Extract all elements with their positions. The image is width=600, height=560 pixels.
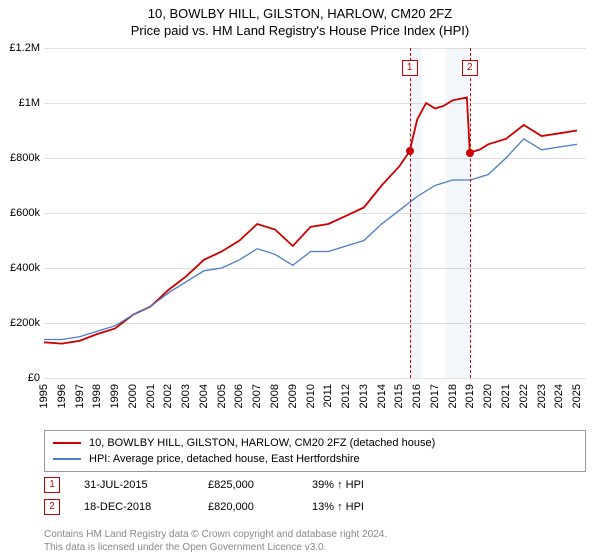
- x-tick-label: 2024: [553, 384, 565, 408]
- sale-row-1: 1 31-JUL-2015 £825,000 39% ↑ HPI: [44, 474, 586, 496]
- x-tick-label: 1996: [56, 384, 68, 408]
- footnote-line2: This data is licensed under the Open Gov…: [44, 541, 387, 554]
- y-tick-label: £1M: [19, 97, 40, 109]
- legend-label-property: 10, BOWLBY HILL, GILSTON, HARLOW, CM20 2…: [89, 435, 435, 451]
- y-tick-label: £800k: [10, 152, 40, 164]
- y-tick-label: £400k: [10, 262, 40, 274]
- footnote-line1: Contains HM Land Registry data © Crown c…: [44, 528, 387, 541]
- chart-title-line2: Price paid vs. HM Land Registry's House …: [0, 21, 600, 38]
- x-tick-label: 2019: [464, 384, 476, 408]
- x-tick-label: 2001: [145, 384, 157, 408]
- sale-marker-badge: 2: [462, 60, 478, 76]
- x-tick-label: 2002: [162, 384, 174, 408]
- legend-row-hpi: HPI: Average price, detached house, East…: [53, 451, 577, 467]
- x-tick-label: 2006: [233, 384, 245, 408]
- x-tick-label: 2005: [216, 384, 228, 408]
- x-tick-label: 2007: [251, 384, 263, 408]
- x-tick-label: 2015: [393, 384, 405, 408]
- x-tick-label: 2003: [180, 384, 192, 408]
- sale-date-2: 18-DEC-2018: [84, 496, 184, 518]
- x-tick-label: 2016: [411, 384, 423, 408]
- legend-row-property: 10, BOWLBY HILL, GILSTON, HARLOW, CM20 2…: [53, 435, 577, 451]
- sale-badge-2: 2: [44, 499, 60, 515]
- series-hpi: [44, 139, 577, 340]
- sale-marker-dot: [406, 147, 414, 155]
- y-tick-label: £600k: [10, 207, 40, 219]
- x-tick-label: 2020: [482, 384, 494, 408]
- sale-price-2: £820,000: [208, 496, 288, 518]
- y-tick-label: £1.2M: [9, 42, 40, 54]
- x-tick-label: 1997: [74, 384, 86, 408]
- sale-price-1: £825,000: [208, 474, 288, 496]
- sale-marker-badge: 1: [402, 60, 418, 76]
- legend-swatch-hpi: [53, 458, 81, 460]
- x-tick-label: 2000: [127, 384, 139, 408]
- sale-row-2: 2 18-DEC-2018 £820,000 13% ↑ HPI: [44, 496, 586, 518]
- x-tick-label: 2013: [358, 384, 370, 408]
- x-tick-label: 1995: [38, 384, 50, 408]
- y-tick-label: £200k: [10, 317, 40, 329]
- x-tick-label: 2022: [518, 384, 530, 408]
- footnote: Contains HM Land Registry data © Crown c…: [44, 528, 387, 554]
- sale-diff-2: 13% ↑ HPI: [312, 496, 364, 518]
- legend-label-hpi: HPI: Average price, detached house, East…: [89, 451, 360, 467]
- x-tick-label: 1998: [91, 384, 103, 408]
- sale-date-1: 31-JUL-2015: [84, 474, 184, 496]
- sale-marker-dot: [466, 149, 474, 157]
- line-svg: [44, 48, 586, 378]
- x-tick-label: 2004: [198, 384, 210, 408]
- x-tick-label: 2017: [429, 384, 441, 408]
- legend-box: 10, BOWLBY HILL, GILSTON, HARLOW, CM20 2…: [44, 430, 586, 472]
- x-tick-label: 2010: [305, 384, 317, 408]
- x-tick-label: 2008: [269, 384, 281, 408]
- x-tick-label: 2009: [287, 384, 299, 408]
- x-tick-label: 2011: [322, 384, 334, 408]
- x-tick-label: 2023: [536, 384, 548, 408]
- x-tick-label: 2014: [376, 384, 388, 408]
- x-tick-label: 2012: [340, 384, 352, 408]
- x-tick-label: 2021: [500, 384, 512, 408]
- chart-plot-area: £0£200k£400k£600k£800k£1M£1.2M 12 199519…: [44, 48, 586, 378]
- chart-title-line1: 10, BOWLBY HILL, GILSTON, HARLOW, CM20 2…: [0, 0, 600, 21]
- sale-diff-1: 39% ↑ HPI: [312, 474, 364, 496]
- series-property: [44, 98, 577, 344]
- sale-badge-1: 1: [44, 477, 60, 493]
- legend-swatch-property: [53, 442, 81, 444]
- x-tick-label: 1999: [109, 384, 121, 408]
- y-tick-label: £0: [28, 372, 40, 384]
- x-tick-label: 2018: [447, 384, 459, 408]
- sales-table: 1 31-JUL-2015 £825,000 39% ↑ HPI 2 18-DE…: [44, 474, 586, 518]
- x-tick-label: 2025: [571, 384, 583, 408]
